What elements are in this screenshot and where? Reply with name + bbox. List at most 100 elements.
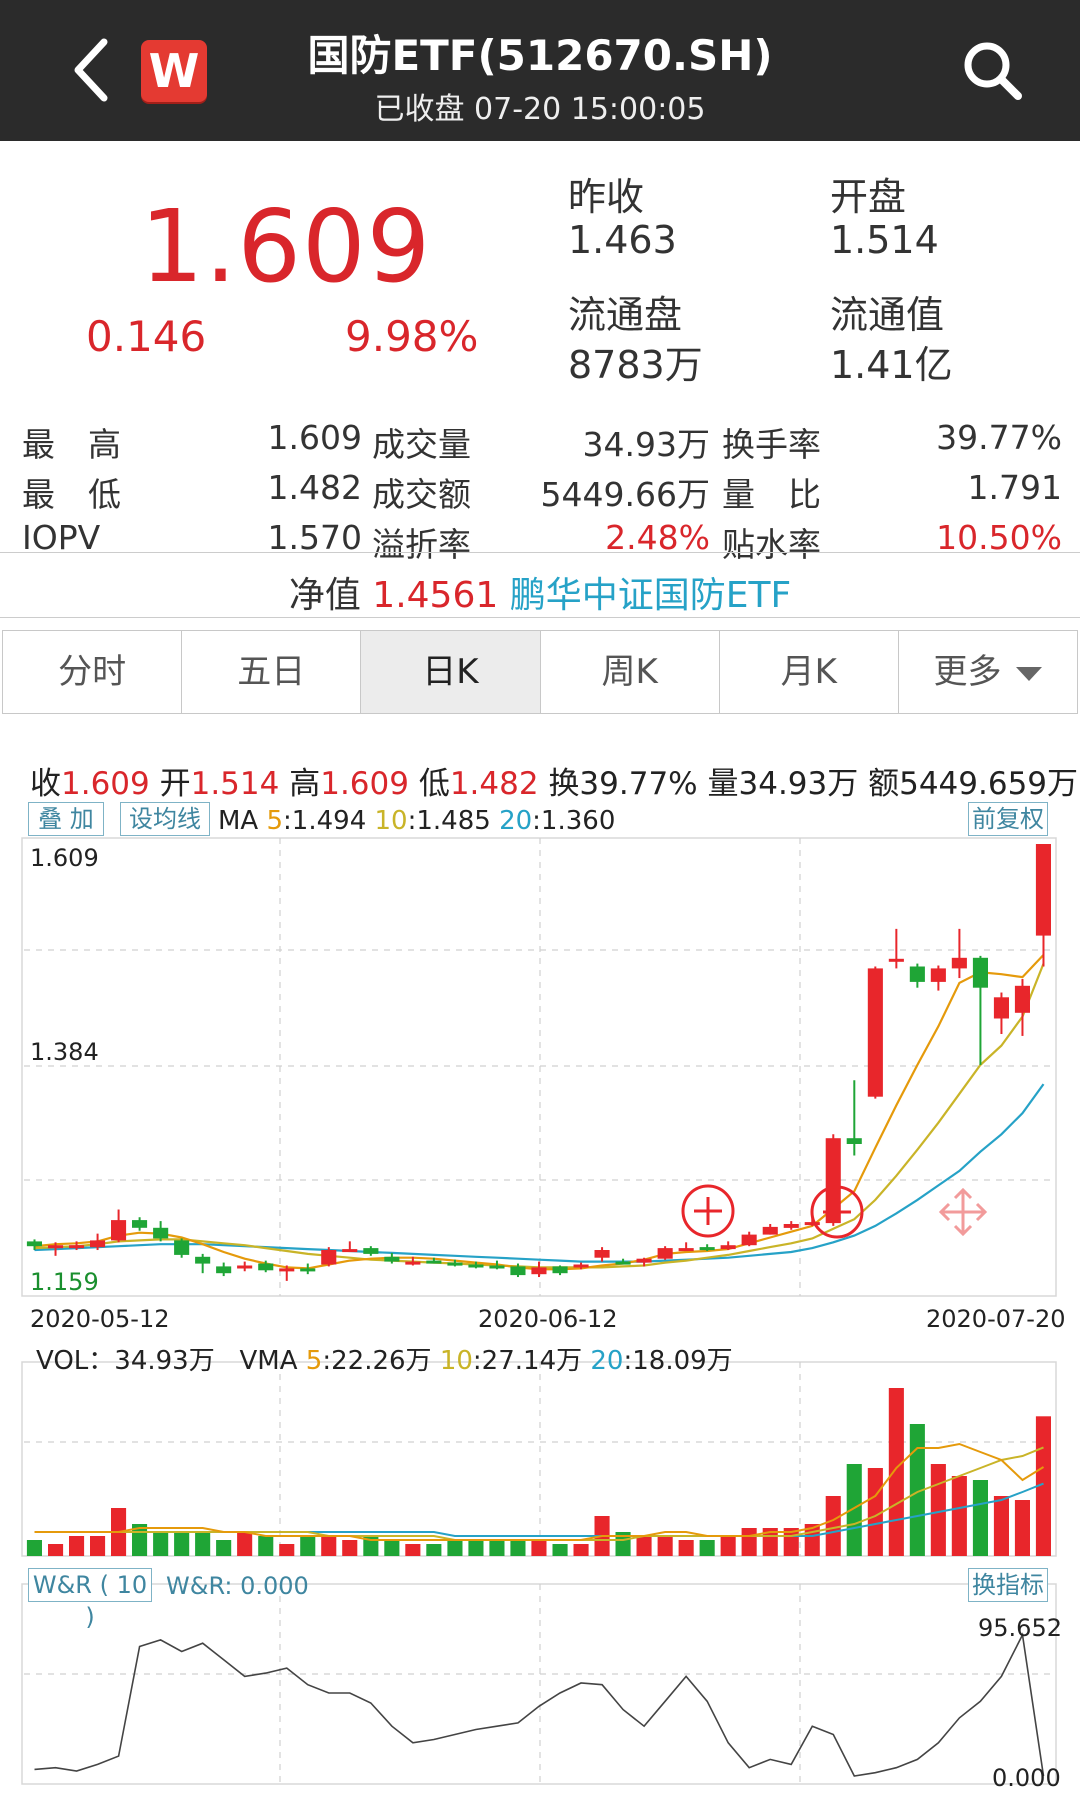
panel-border [21, 837, 1057, 1297]
stat-label: 换手率 [722, 425, 821, 464]
candle-body [174, 1240, 190, 1255]
candle-body [741, 1234, 757, 1246]
volume-bar [846, 1464, 862, 1556]
y-axis-max: 1.609 [30, 844, 99, 872]
vol-legend: VOL：34.93万 VMA 5:22.26万 10:27.14万 20:18.… [36, 1346, 733, 1376]
app-logo[interactable]: W [141, 40, 207, 102]
volume-bar [174, 1532, 190, 1556]
volume-bar [195, 1532, 211, 1556]
volume-bar [972, 1480, 988, 1556]
candles [26, 844, 1051, 1281]
volume-bar [384, 1540, 400, 1556]
nav-row: 净值 1.4561 鹏华中证国防ETF [0, 566, 1080, 618]
float-shares-value: 8783万 [568, 343, 703, 387]
candle-body [699, 1247, 715, 1251]
ma-legend: MA 5:1.494 10:1.485 20:1.360 [218, 806, 616, 836]
volume-bar [405, 1544, 421, 1556]
x-axis-mid: 2020-06-12 [478, 1305, 618, 1333]
stat-label: 溢折率 [372, 525, 471, 564]
tab-five-day[interactable]: 五日 [182, 631, 362, 713]
candle-body [321, 1250, 337, 1265]
volume-bar [237, 1532, 253, 1556]
volume-bars [26, 1388, 1051, 1556]
wr-indicator-button[interactable]: W&R ( 10 ) [28, 1568, 152, 1631]
market-status: 已收盘 07-20 15:00:05 [374, 92, 706, 127]
volume-bar [468, 1540, 484, 1556]
volume-bar [657, 1536, 673, 1556]
candle-body [342, 1249, 358, 1253]
zoom-out-icon[interactable] [810, 1185, 864, 1239]
stat-label: IOPV [22, 518, 101, 557]
volume-bar [279, 1544, 295, 1556]
candle-body [216, 1266, 232, 1274]
volume-bar [741, 1528, 757, 1556]
candle-body [993, 997, 1009, 1019]
wr-value: W&R: 0.000 [166, 1572, 309, 1600]
candle-body [804, 1222, 820, 1226]
volume-bar [90, 1536, 106, 1556]
overlay-button[interactable]: 叠 加 [28, 802, 104, 836]
volume-bar [1014, 1500, 1030, 1556]
x-axis-end: 2020-07-20 [926, 1305, 1066, 1333]
search-icon[interactable] [958, 36, 1026, 104]
float-shares-label: 流通盘 [568, 293, 683, 337]
candle-body [153, 1227, 169, 1239]
stat-label: 最 低 [22, 475, 121, 514]
candle-body [888, 958, 904, 962]
switch-indicator-button[interactable]: 换指标 [968, 1568, 1048, 1602]
stat-label: 最 高 [22, 425, 121, 464]
volume-bar [930, 1464, 946, 1556]
x-axis-start: 2020-05-12 [30, 1305, 170, 1333]
adjust-button[interactable]: 前复权 [968, 802, 1048, 836]
volume-bar [552, 1544, 568, 1556]
candle-body [867, 968, 883, 1097]
tab-more[interactable]: 更多 [898, 631, 1078, 713]
tab-intraday[interactable]: 分时 [3, 631, 183, 713]
vma5-line [34, 1442, 1045, 1541]
nav-value: 1.4561 [372, 575, 499, 616]
wr-line [34, 1632, 1045, 1777]
candle-body [1035, 844, 1051, 936]
volume-bar [636, 1536, 652, 1556]
tab-weekly-k[interactable]: 周K [540, 631, 720, 713]
volume-bar [489, 1540, 505, 1556]
current-price: 1.609 [140, 188, 432, 305]
candle-body [363, 1248, 379, 1254]
back-arrow-icon[interactable] [60, 30, 124, 110]
candle-body [951, 957, 967, 969]
fullscreen-arrows-icon[interactable] [938, 1187, 988, 1237]
volume-bar [48, 1544, 64, 1556]
stat-value: 2.48% [605, 518, 710, 557]
float-value-label: 流通值 [830, 293, 945, 337]
stat-label: 贴水率 [722, 525, 821, 564]
stat-value: 10.50% [936, 518, 1062, 557]
candle-body [573, 1264, 589, 1268]
candle-body [384, 1256, 400, 1262]
fund-name-link[interactable]: 鹏华中证国防ETF [509, 575, 792, 616]
tab-monthly-k[interactable]: 月K [719, 631, 899, 713]
page-title: 国防ETF(512670.SH) [307, 31, 773, 80]
chart-grid [21, 837, 1057, 1785]
candle-body [930, 968, 946, 982]
zoom-in-icon[interactable] [681, 1184, 735, 1238]
tab-daily-k[interactable]: 日K [361, 631, 541, 713]
candle-body [48, 1245, 64, 1249]
wr-min-label: 0.000 [992, 1764, 1061, 1792]
candle-body [111, 1220, 127, 1241]
volume-bar [615, 1532, 631, 1556]
nav-label: 净值 [288, 575, 361, 616]
top-bar: W 国防ETF(512670.SH) 已收盘 07-20 15:00:05 [0, 0, 1080, 141]
wr-polyline [34, 1632, 1045, 1777]
volume-bar [216, 1540, 232, 1556]
volume-bar [1035, 1416, 1051, 1556]
stat-value: 1.570 [267, 518, 362, 557]
stat-value: 5449.66万 [540, 475, 710, 514]
candle-body [405, 1261, 421, 1265]
volume-bar [342, 1540, 358, 1556]
period-tabs: 分时 五日 日K 周K 月K 更多 [2, 630, 1078, 714]
volume-bar [69, 1536, 85, 1556]
volume-bar [321, 1536, 337, 1556]
set-ma-button[interactable]: 设均线 [120, 802, 210, 836]
volume-bar [720, 1536, 736, 1556]
